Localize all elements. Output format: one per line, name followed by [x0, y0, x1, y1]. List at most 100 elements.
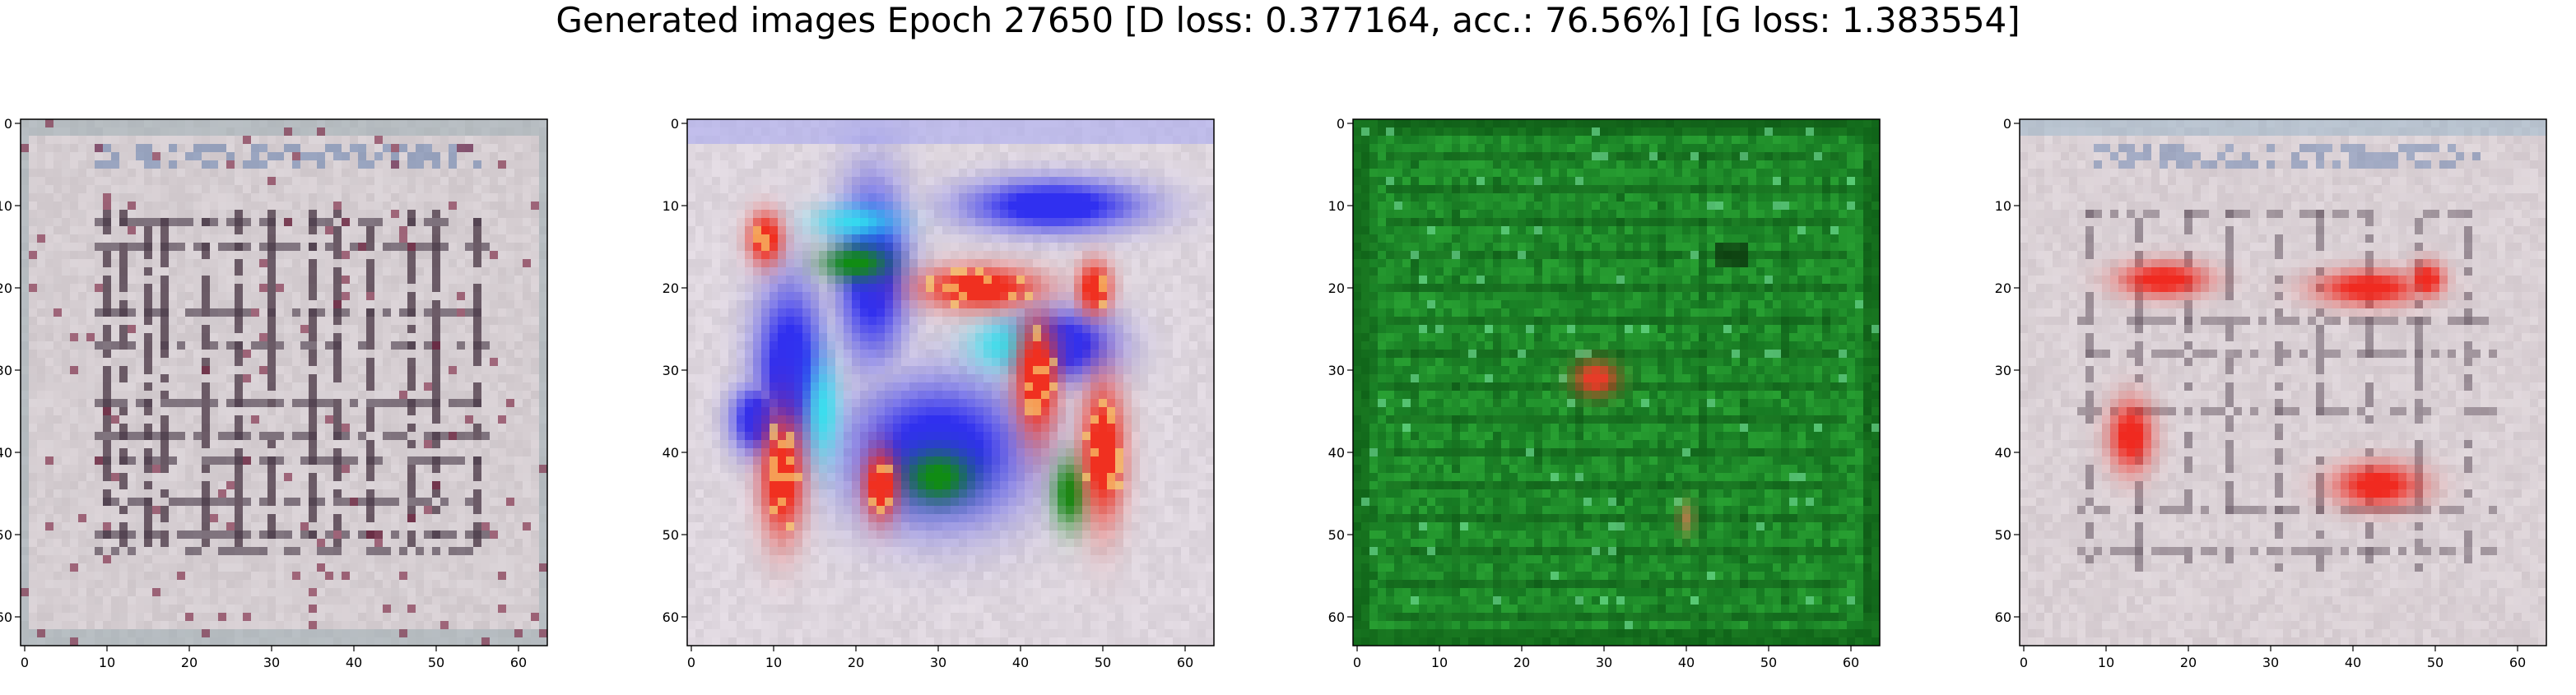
image-pixel — [259, 160, 268, 169]
image-pixel — [45, 481, 54, 490]
image-pixel — [374, 539, 384, 548]
image-pixel — [350, 267, 359, 276]
image-pixel — [440, 251, 449, 260]
image-pixel — [416, 391, 425, 400]
image-pixel — [802, 210, 811, 219]
image-pixel — [481, 456, 491, 466]
image-pixel — [78, 555, 87, 564]
image-pixel — [407, 547, 416, 556]
image-pixel — [325, 160, 334, 169]
image-pixel — [358, 637, 367, 646]
image-pixel — [802, 169, 811, 178]
image-pixel — [399, 292, 408, 301]
image-pixel — [267, 391, 277, 400]
image-pixel — [309, 415, 318, 424]
image-pixel — [1099, 119, 1108, 128]
image-pixel — [539, 432, 548, 441]
image-pixel — [86, 292, 95, 301]
image-pixel — [481, 317, 491, 326]
image-pixel — [144, 498, 153, 507]
image-pixel — [432, 399, 441, 408]
image-pixel — [860, 218, 869, 227]
image-pixel — [53, 210, 63, 219]
image-pixel — [366, 580, 375, 589]
image-pixel — [218, 506, 227, 515]
image-pixel — [350, 424, 359, 433]
image-pixel — [251, 284, 260, 293]
image-pixel — [481, 572, 491, 581]
image-pixel — [300, 136, 309, 145]
image-pixel — [399, 448, 408, 457]
image-pixel — [309, 243, 318, 252]
image-pixel — [309, 514, 318, 523]
image-pixel — [481, 580, 491, 589]
image-pixel — [276, 563, 285, 572]
image-pixel — [498, 317, 507, 326]
image-pixel — [770, 119, 779, 128]
image-pixel — [473, 522, 482, 531]
image-pixel — [720, 218, 729, 227]
image-pixel — [753, 169, 762, 178]
image-pixel — [473, 539, 482, 548]
image-pixel — [185, 547, 194, 556]
image-pixel — [918, 193, 927, 202]
image-pixel — [325, 193, 334, 202]
image-pixel — [918, 119, 927, 128]
image-pixel — [416, 506, 425, 515]
image-pixel — [358, 613, 367, 622]
image-pixel — [210, 325, 219, 334]
image-pixel — [350, 456, 359, 466]
image-pixel — [276, 621, 285, 630]
image-pixel — [300, 300, 309, 309]
image-pixel — [300, 563, 309, 572]
image-pixel — [506, 514, 515, 523]
image-pixel — [78, 637, 87, 646]
image-pixel — [506, 531, 515, 540]
image-pixel — [1107, 127, 1116, 137]
image-pixel — [70, 234, 79, 243]
image-pixel — [737, 226, 746, 235]
image-pixel — [226, 127, 235, 137]
image-pixel — [103, 596, 112, 605]
image-pixel — [136, 251, 145, 260]
image-pixel — [29, 498, 38, 507]
image-pixel — [490, 613, 499, 622]
image-pixel — [95, 136, 104, 145]
image-pixel — [531, 498, 540, 507]
image-pixel — [457, 169, 466, 178]
image-pixel — [169, 465, 178, 474]
image-pixel — [95, 333, 104, 342]
image-pixel — [325, 350, 334, 359]
image-pixel — [95, 350, 104, 359]
image-pixel — [202, 119, 211, 128]
image-pixel — [144, 448, 153, 457]
image-pixel — [226, 629, 235, 638]
image-pixel — [1000, 136, 1009, 145]
image-pixel — [1189, 119, 1198, 128]
image-pixel — [276, 284, 285, 293]
image-pixel — [424, 317, 433, 326]
image-pixel — [309, 119, 318, 128]
image-pixel — [449, 374, 458, 383]
image-pixel — [251, 210, 260, 219]
image-pixel — [399, 308, 408, 317]
image-pixel — [407, 202, 416, 211]
image-pixel — [481, 127, 491, 137]
image-pixel — [514, 613, 523, 622]
image-pixel — [383, 127, 392, 137]
image-pixel — [350, 160, 359, 169]
image-pixel — [95, 144, 104, 153]
image-pixel — [325, 547, 334, 556]
image-pixel — [119, 498, 128, 507]
image-pixel — [523, 399, 532, 408]
image-pixel — [416, 629, 425, 638]
image-pixel — [78, 448, 87, 457]
image-pixel — [399, 580, 408, 589]
image-pixel — [128, 432, 137, 441]
image-pixel — [325, 251, 334, 260]
image-pixel — [860, 119, 869, 128]
image-pixel — [967, 169, 976, 178]
image-pixel — [177, 506, 186, 515]
image-pixel — [498, 580, 507, 589]
image-pixel — [62, 489, 71, 498]
